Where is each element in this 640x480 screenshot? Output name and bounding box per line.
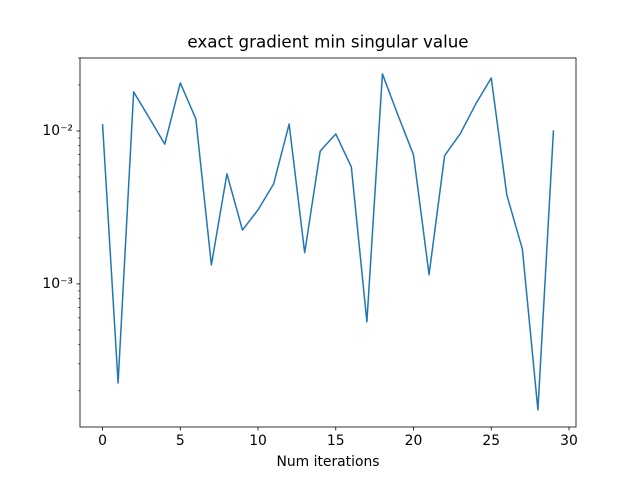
axes-frame: [79, 57, 577, 428]
x-tick-label: 20: [405, 433, 423, 449]
line-series: [101, 73, 555, 411]
x-tick-label: 30: [560, 433, 578, 449]
x-tick-label: 10: [249, 433, 267, 449]
x-tick-label: 5: [176, 433, 185, 449]
x-tick-label: 0: [98, 433, 107, 449]
x-tick-label: 25: [482, 433, 500, 449]
y-tick-label: 10⁻²: [42, 123, 73, 139]
y-tick-label: 10⁻³: [42, 276, 73, 292]
chart-title: exact gradient min singular value: [187, 32, 468, 52]
x-tick-label: 15: [327, 433, 345, 449]
x-axis-label: Num iterations: [276, 454, 379, 470]
